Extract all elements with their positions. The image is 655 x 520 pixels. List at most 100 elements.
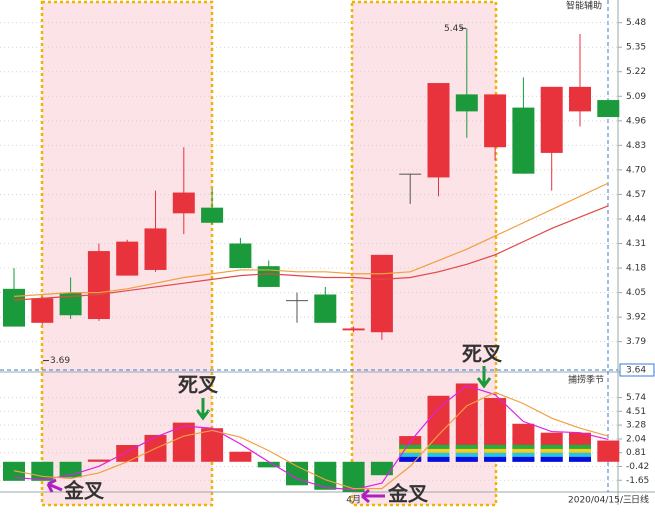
y-tick-label: 4.51 (626, 407, 646, 417)
status-period: 日线 (631, 494, 649, 506)
candle-body (87, 251, 110, 320)
candle-body (172, 192, 195, 214)
bar-stripe (455, 452, 478, 457)
y-tick-label: 4.83 (626, 141, 646, 151)
y-tick-label: -0.42 (626, 462, 649, 472)
y-tick-label: 4.31 (626, 239, 646, 249)
crosshair-label: 3.64 (626, 366, 646, 376)
y-tick-label: 5.48 (626, 18, 646, 28)
candle-body (314, 294, 337, 323)
bar (229, 451, 252, 462)
y-tick-label: 3.79 (626, 337, 646, 347)
bar-stripe (484, 448, 507, 453)
panel-title: 智能辅助 (566, 0, 602, 12)
crosshair-label-box (619, 363, 655, 377)
bar-stripe (427, 452, 450, 457)
y-tick-label: 5.74 (626, 393, 646, 403)
bar-stripe (455, 456, 478, 462)
candle-body (597, 100, 620, 118)
y-tick-label: 4.57 (626, 190, 646, 200)
bar-stripe (399, 456, 422, 462)
bar-stripe (399, 444, 422, 449)
annotation: 死叉 (178, 373, 219, 397)
y-tick-label: 2.04 (626, 434, 646, 444)
y-tick-label: -1.65 (626, 476, 649, 486)
candle-body (399, 173, 422, 175)
candle-body (257, 266, 280, 287)
arrow (46, 478, 63, 493)
bar-stripe (512, 452, 535, 457)
bar-stripe (427, 456, 450, 462)
bar (370, 461, 393, 476)
candle-body (427, 83, 450, 178)
annotation: 死叉 (462, 342, 503, 366)
bar (257, 461, 280, 468)
y-tick-label: 5.35 (626, 43, 646, 53)
bar-stripe (540, 444, 563, 449)
bar-stripe (399, 448, 422, 453)
bar-stripe (569, 444, 591, 449)
bar-stripe (399, 452, 422, 457)
price-mark: 3.69 (50, 356, 70, 366)
y-tick-label: 3.28 (626, 421, 646, 431)
y-tick-label: 5.09 (626, 92, 646, 102)
bar-stripe (569, 448, 591, 453)
y-tick-label: 4.70 (626, 165, 646, 175)
candle-body (3, 288, 25, 327)
bar-stripe (484, 456, 507, 462)
candle-body (370, 254, 393, 333)
bar-stripe (540, 452, 563, 457)
bar-stripe (540, 448, 563, 453)
bar-stripe (512, 448, 535, 453)
candle-body (540, 86, 563, 153)
arrow (361, 488, 385, 504)
candle-body (59, 292, 82, 316)
bar (31, 461, 54, 481)
price-mark: 5.45 (444, 24, 464, 34)
y-tick-label: 4.18 (626, 264, 646, 274)
bar-stripe (569, 456, 591, 462)
bar (314, 461, 337, 490)
arrow (476, 366, 492, 389)
bar-stripe (484, 452, 507, 457)
y-tick-label: 5.22 (626, 67, 646, 77)
status-date: 2020/04/15/三 (568, 496, 632, 506)
bar (597, 440, 620, 462)
panel-title: 捕捞季节 (568, 374, 604, 386)
y-tick-label: 4.05 (626, 288, 646, 298)
candle-body (201, 207, 224, 223)
x-tick-label: 4月 (346, 495, 361, 506)
candle-body (512, 107, 535, 174)
candle-body (286, 300, 308, 302)
bar (286, 461, 308, 486)
bar-stripe (512, 456, 535, 462)
candle-body (31, 298, 54, 323)
bar (172, 422, 195, 462)
line (13, 391, 609, 490)
candle-body (144, 228, 167, 270)
y-tick-label: 4.44 (626, 214, 646, 224)
line (13, 182, 609, 297)
bar-stripe (427, 448, 450, 453)
annotation: 金叉 (387, 482, 429, 506)
bar-stripe (484, 444, 507, 449)
bar (87, 459, 110, 462)
bar-stripe (540, 456, 563, 462)
line (13, 385, 609, 491)
candle-body (569, 86, 591, 112)
bar-stripe (455, 444, 478, 449)
bar-stripe (569, 452, 591, 457)
y-tick-label: 0.81 (626, 448, 646, 458)
annotation: 金叉 (63, 479, 105, 503)
line (13, 205, 609, 301)
bar-stripe (427, 444, 450, 449)
bar-stripe (455, 448, 478, 453)
candle-body (342, 328, 365, 331)
y-tick-label: 4.96 (626, 116, 646, 126)
candle-body (229, 243, 252, 269)
candle-body (455, 94, 478, 112)
bar (342, 461, 365, 492)
y-tick-label: 3.92 (626, 313, 646, 323)
candle-body (484, 94, 507, 148)
